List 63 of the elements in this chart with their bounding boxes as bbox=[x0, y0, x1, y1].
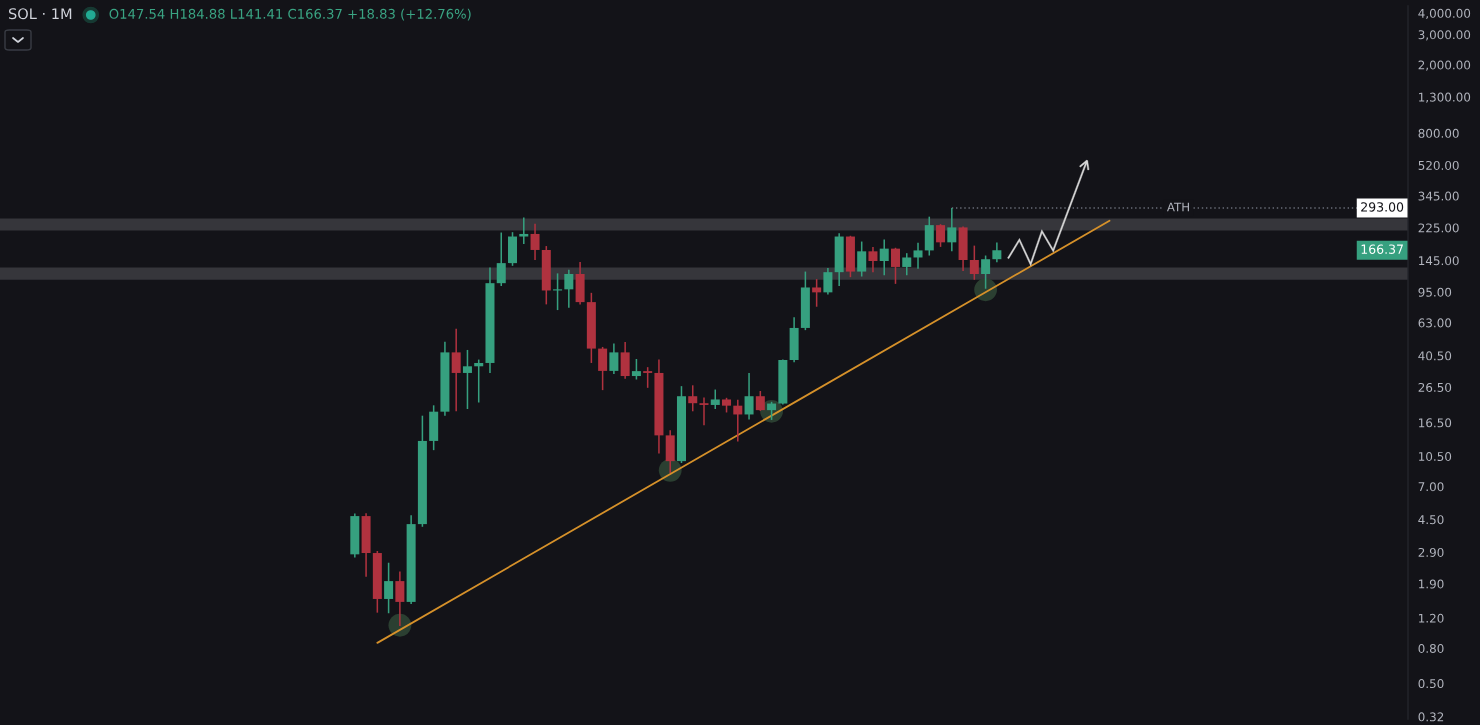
candlestick bbox=[744, 372, 754, 421]
candlestick bbox=[564, 269, 574, 309]
candlestick bbox=[699, 396, 709, 427]
candlestick bbox=[631, 358, 641, 381]
y-tick-label: 520.00 bbox=[1418, 160, 1459, 170]
chart-subtitle: O147.54 H184.88 L141.41 C166.37 +18.83 (+12.76%) bbox=[109, 8, 471, 21]
y-tick-label: 1.20 bbox=[1419, 613, 1444, 623]
y-tick-label: 0.50 bbox=[1418, 679, 1444, 689]
candlestick bbox=[395, 570, 405, 627]
y-tick-label: 16.50 bbox=[1419, 418, 1452, 428]
y-tick-label: 800.00 bbox=[1418, 128, 1459, 138]
annotation: 293.00 bbox=[1361, 202, 1404, 212]
y-tick-label: 10.50 bbox=[1419, 451, 1452, 461]
candlestick bbox=[553, 272, 563, 311]
candlestick bbox=[969, 244, 979, 281]
y-tick-label: 0.32 bbox=[1418, 712, 1444, 722]
candlestick bbox=[643, 366, 653, 389]
y-tick-label: 26.50 bbox=[1418, 382, 1452, 392]
candlestick bbox=[992, 241, 1002, 264]
y-tick-label: 1,300.00 bbox=[1419, 92, 1471, 103]
y-tick-label: 63.00 bbox=[1418, 318, 1452, 328]
candlestick bbox=[879, 238, 889, 277]
candlestick bbox=[733, 399, 743, 443]
candlestick bbox=[823, 267, 833, 296]
candlestick bbox=[710, 388, 720, 410]
y-tick-label: 95.00 bbox=[1418, 287, 1452, 297]
annotation: 166.37 bbox=[1361, 244, 1403, 254]
candlestick bbox=[913, 241, 923, 270]
candlestick bbox=[755, 390, 765, 412]
y-tick-label: 40.50 bbox=[1418, 351, 1452, 361]
candlestick bbox=[812, 278, 822, 308]
candlestick bbox=[384, 561, 394, 615]
y-tick-label: 225.00 bbox=[1418, 223, 1459, 233]
candlestick bbox=[868, 246, 878, 273]
y-tick-label: 4.50 bbox=[1418, 515, 1444, 525]
y-tick-label: 1.90 bbox=[1419, 579, 1444, 589]
candlestick bbox=[890, 247, 900, 285]
ref-line-label: ATH bbox=[1166, 202, 1189, 212]
y-tick-label: 345.00 bbox=[1418, 191, 1459, 201]
candlestick bbox=[947, 207, 957, 253]
candlestick bbox=[609, 342, 619, 375]
candlestick bbox=[474, 358, 484, 404]
y-tick-label: 7.00 bbox=[1418, 482, 1444, 492]
candlestick bbox=[496, 231, 506, 287]
y-tick-label: 2,000.00 bbox=[1418, 60, 1471, 71]
candlestick bbox=[981, 254, 991, 290]
candlestick bbox=[462, 349, 472, 410]
y-tick-label: 3,000.00 bbox=[1418, 30, 1471, 41]
candlestick bbox=[519, 216, 529, 245]
candlestick bbox=[936, 223, 946, 248]
candlestick bbox=[530, 223, 540, 261]
candlestick bbox=[598, 346, 608, 391]
y-tick-label: 145.00 bbox=[1419, 256, 1459, 266]
candlestick bbox=[902, 252, 912, 277]
chart-title: SOL · 1M bbox=[8, 8, 72, 20]
y-tick-label: 0.80 bbox=[1418, 643, 1444, 654]
candlestick bbox=[767, 401, 777, 421]
candlestick bbox=[857, 240, 867, 278]
y-tick-label: 4,000.00 bbox=[1418, 8, 1471, 20]
y-tick-label: 2.90 bbox=[1418, 547, 1444, 557]
candlestick bbox=[688, 384, 698, 413]
candlestick bbox=[451, 327, 461, 413]
candlestick bbox=[620, 341, 630, 380]
